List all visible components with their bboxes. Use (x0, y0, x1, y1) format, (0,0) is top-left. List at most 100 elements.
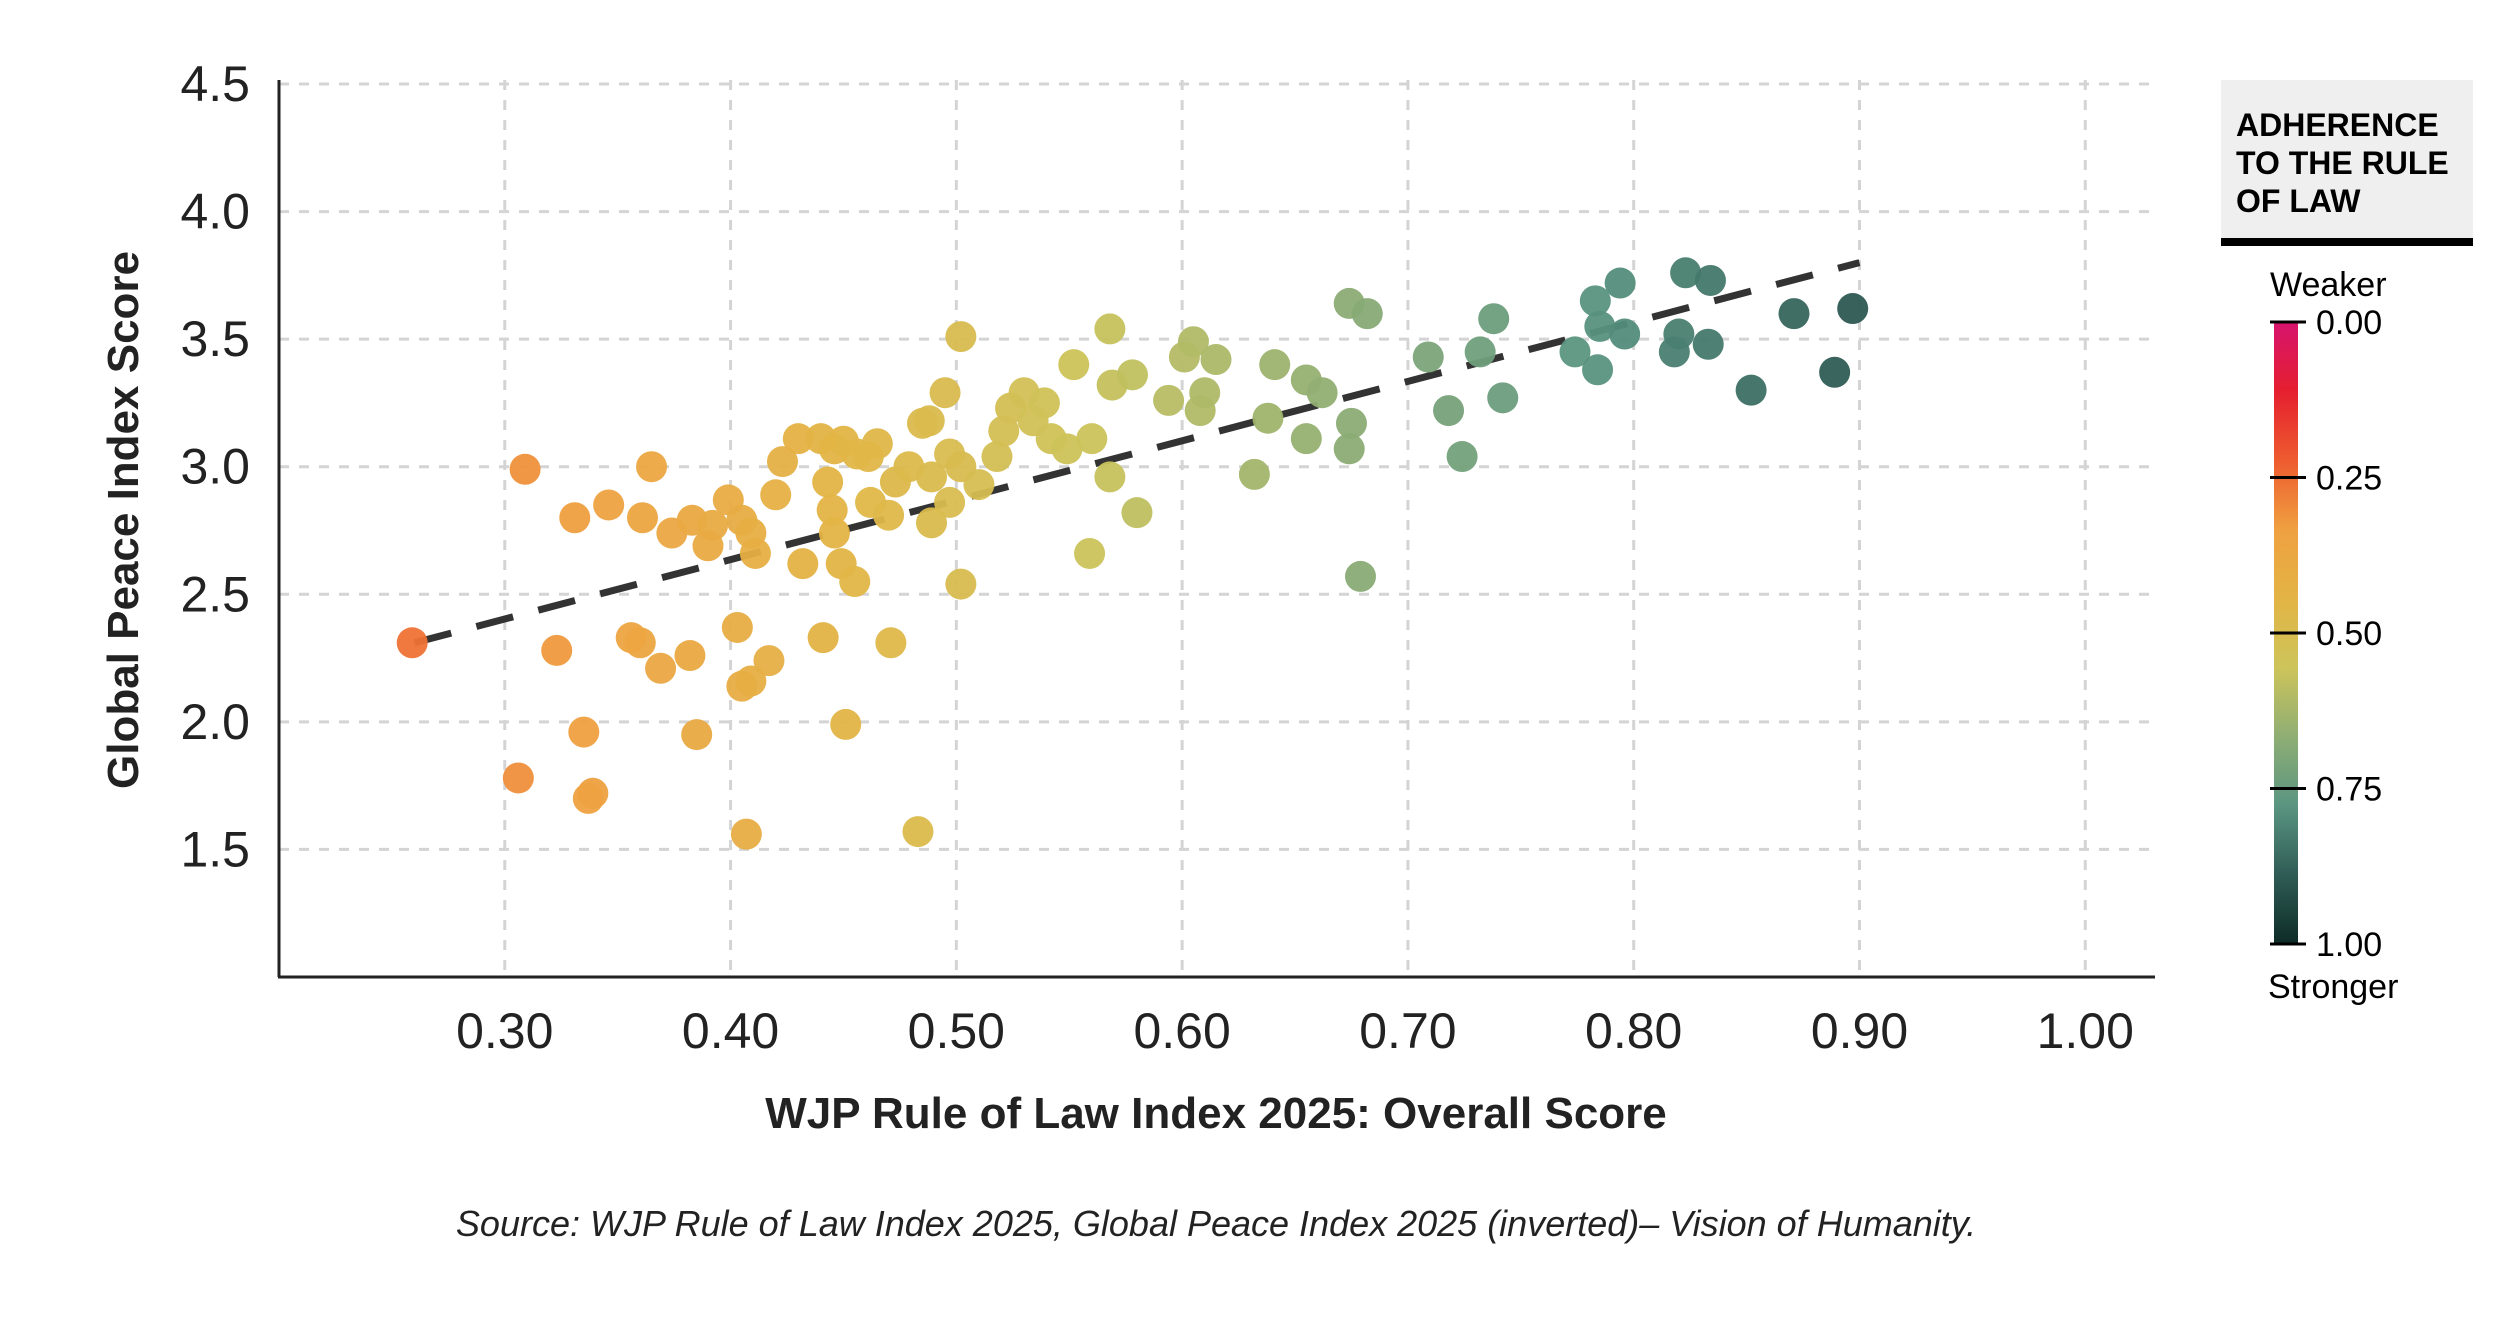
data-point (396, 627, 428, 659)
data-point (945, 568, 977, 600)
data-point (1238, 458, 1270, 490)
y-tick-label: 3.0 (180, 439, 250, 495)
colorbar-tick-label: 0.00 (2316, 304, 2382, 342)
data-point (760, 479, 792, 511)
x-axis-label: WJP Rule of Law Index 2025: Overall Scor… (765, 1089, 1667, 1138)
data-point (502, 762, 534, 794)
data-point (1694, 264, 1726, 296)
x-tick-label: 0.90 (1811, 1003, 1908, 1059)
colorbar-ticks: 0.00 0.25 0.50 0.75 1.00 (2270, 304, 2382, 964)
legend-stronger-label: Stronger (2268, 968, 2398, 1006)
legend-title-box (2221, 80, 2473, 240)
data-point (782, 423, 814, 455)
colorbar-tick-label: 1.00 (2316, 926, 2382, 964)
data-point (1094, 313, 1126, 345)
data-point (830, 708, 862, 740)
data-point (1478, 303, 1510, 335)
data-point (1290, 423, 1322, 455)
data-point (981, 441, 1013, 473)
data-point (1252, 402, 1284, 434)
data-point (1464, 336, 1496, 368)
y-axis-label: Global Peace Index Score (99, 251, 148, 789)
legend-title-line-2: TO THE RULE (2236, 145, 2449, 181)
data-point (1837, 293, 1869, 325)
data-point (624, 627, 656, 659)
data-point (766, 446, 798, 478)
data-point (1579, 285, 1611, 317)
data-point (1584, 310, 1616, 342)
data-point (934, 486, 966, 518)
data-point (816, 494, 848, 526)
data-point (721, 611, 753, 643)
data-points (396, 257, 1869, 850)
data-point (1333, 433, 1365, 465)
y-tick-label: 4.5 (180, 56, 250, 112)
data-point (1487, 382, 1519, 414)
data-point (692, 530, 724, 562)
data-point (559, 502, 591, 534)
data-point (627, 502, 659, 534)
data-point (753, 645, 785, 677)
x-tick-label: 1.00 (2037, 1003, 2134, 1059)
data-point (577, 777, 609, 809)
data-point (1051, 433, 1083, 465)
x-tick-label: 0.40 (682, 1003, 779, 1059)
data-point (1200, 344, 1232, 376)
data-point (1116, 359, 1148, 391)
legend-title-underline (2221, 238, 2473, 246)
data-point (807, 622, 839, 654)
data-point (1735, 374, 1767, 406)
colorbar-tick-label: 0.50 (2316, 615, 2382, 653)
data-point (1335, 407, 1367, 439)
trendline (413, 259, 1861, 647)
data-point (1778, 298, 1810, 330)
data-point (812, 466, 844, 498)
grid (279, 80, 2153, 977)
data-point (1074, 537, 1106, 569)
data-point (568, 716, 600, 748)
data-point (1604, 267, 1636, 299)
data-point (1559, 336, 1591, 368)
data-point (913, 405, 945, 437)
data-point (739, 537, 771, 569)
data-point (1094, 461, 1126, 493)
legend-weaker-label: Weaker (2270, 266, 2387, 304)
y-tick-label: 2.5 (180, 566, 250, 622)
data-point (541, 634, 573, 666)
legend-title-line-3: OF LAW (2236, 183, 2361, 219)
data-point (963, 469, 995, 501)
data-point (735, 665, 767, 697)
data-point (916, 507, 948, 539)
x-tick-label: 0.50 (908, 1003, 1005, 1059)
data-point (787, 548, 819, 580)
colorbar-tick-label: 0.25 (2316, 460, 2382, 498)
data-point (1412, 341, 1444, 373)
x-tick-label: 0.80 (1585, 1003, 1682, 1059)
data-point (730, 818, 762, 850)
data-point (1058, 349, 1090, 381)
data-point (1345, 560, 1377, 592)
data-point (1121, 497, 1153, 529)
source-note: Source: WJP Rule of Law Index 2025, Glob… (456, 1203, 1976, 1244)
x-tick-label: 0.30 (456, 1003, 553, 1059)
data-point (1692, 328, 1724, 360)
y-tick-labels: 1.5 2.0 2.5 3.0 3.5 4.0 4.5 (180, 56, 250, 877)
data-point (645, 652, 677, 684)
data-point (1076, 423, 1108, 455)
colorbar-tick-label: 0.75 (2316, 771, 2382, 809)
y-tick-label: 1.5 (180, 821, 250, 877)
data-point (674, 640, 706, 672)
data-point (1609, 318, 1641, 350)
data-point (1351, 298, 1383, 330)
data-point (1028, 387, 1060, 419)
data-point (873, 499, 905, 531)
data-point (1306, 377, 1338, 409)
data-point (839, 566, 871, 598)
data-point (818, 517, 850, 549)
data-point (681, 719, 713, 751)
data-point (1189, 377, 1221, 409)
data-point (929, 377, 961, 409)
y-tick-label: 2.0 (180, 694, 250, 750)
data-point (852, 441, 884, 473)
